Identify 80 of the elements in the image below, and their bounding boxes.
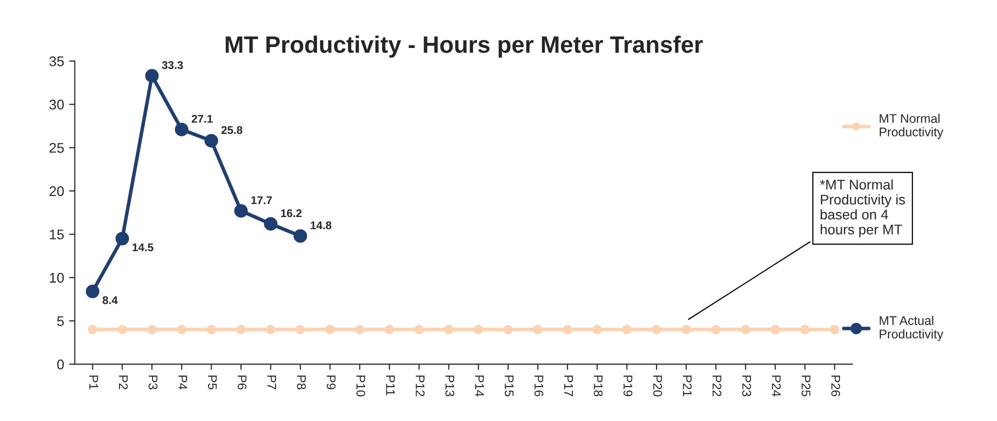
x-tick-label: P6: [238, 376, 246, 390]
point: [414, 324, 424, 334]
x-tick-label: P18: [594, 376, 603, 396]
x-tick-label: P17: [564, 376, 573, 396]
x-tick-label: P16: [534, 376, 544, 396]
data-label: 33.3: [162, 61, 183, 70]
point: [296, 324, 306, 334]
x-tick-label: P5: [208, 376, 217, 390]
y-tick-label: 30: [49, 100, 64, 110]
point: [264, 217, 278, 231]
data-label: 17.7: [251, 196, 272, 204]
x-tick-label: P3: [148, 376, 158, 390]
point: [740, 324, 750, 334]
point: [325, 324, 335, 334]
data-label: 16.2: [281, 209, 302, 218]
x-tick-label: P1: [89, 376, 98, 390]
point: [176, 324, 186, 334]
x-tick-label: P9: [326, 376, 336, 390]
data-label: 25.8: [221, 126, 242, 134]
x-tick-label: P25: [802, 376, 810, 396]
x-tick-label: P12: [416, 376, 425, 396]
x-tick-label: P4: [178, 376, 187, 390]
legend-label: MT Normal Productivity: [880, 114, 944, 139]
data-label: 14.8: [310, 221, 332, 230]
point: [236, 324, 246, 334]
x-tick-label: P22: [712, 376, 722, 396]
point: [86, 284, 100, 298]
data-label: 27.1: [192, 114, 213, 123]
point: [503, 324, 513, 334]
point: [830, 324, 840, 334]
point: [145, 69, 159, 83]
annotation: *MT Normal Productivity is based on 4 hours per MT: [820, 179, 905, 238]
y-tick-label: 35: [49, 56, 64, 66]
point: [88, 324, 98, 334]
point: [711, 324, 721, 334]
data-label: 8.4: [102, 296, 118, 304]
x-tick-label: P20: [653, 376, 662, 396]
point: [622, 324, 632, 334]
x-tick-label: P26: [831, 376, 840, 396]
point: [474, 324, 484, 334]
point: [115, 232, 130, 246]
x-tick-label: P15: [504, 376, 514, 396]
point: [118, 324, 127, 334]
x-tick-label: P24: [772, 376, 781, 396]
point: [682, 324, 691, 334]
point: [384, 324, 394, 334]
x-tick-label: P7: [267, 376, 276, 390]
x-tick-label: P19: [624, 376, 632, 396]
chart-title: MT Productivity - Hours per Meter Transfer: [226, 36, 703, 58]
point: [266, 324, 276, 334]
x-tick-label: P23: [742, 376, 752, 396]
x-tick-label: P13: [445, 376, 454, 396]
point: [147, 324, 157, 334]
x-tick-label: P11: [386, 376, 395, 396]
x-tick-label: P2: [119, 376, 128, 390]
x-tick-label: P14: [475, 376, 484, 396]
x-tick-label: P8: [297, 376, 306, 390]
data-label: 14.5: [132, 244, 154, 252]
y-tick-label: 5: [57, 316, 64, 326]
point: [206, 324, 216, 334]
point: [355, 324, 364, 334]
point: [562, 324, 572, 334]
point: [204, 134, 218, 148]
y-tick-label: 20: [50, 186, 64, 196]
y-tick-label: 25: [50, 142, 64, 153]
point: [770, 324, 780, 334]
point: [234, 204, 248, 218]
point: [800, 324, 810, 334]
point: [592, 324, 602, 334]
point: [444, 324, 454, 334]
y-tick-label: 0: [57, 360, 64, 370]
x-tick-label: P10: [356, 376, 366, 396]
legend-label: MT Actual Productivity: [880, 316, 944, 341]
point: [652, 324, 662, 334]
x-tick-label: P21: [682, 376, 692, 396]
y-tick-label: 15: [50, 230, 64, 240]
point: [294, 229, 308, 243]
y-tick-label: 10: [50, 272, 64, 283]
point: [174, 122, 188, 136]
point: [533, 324, 542, 334]
